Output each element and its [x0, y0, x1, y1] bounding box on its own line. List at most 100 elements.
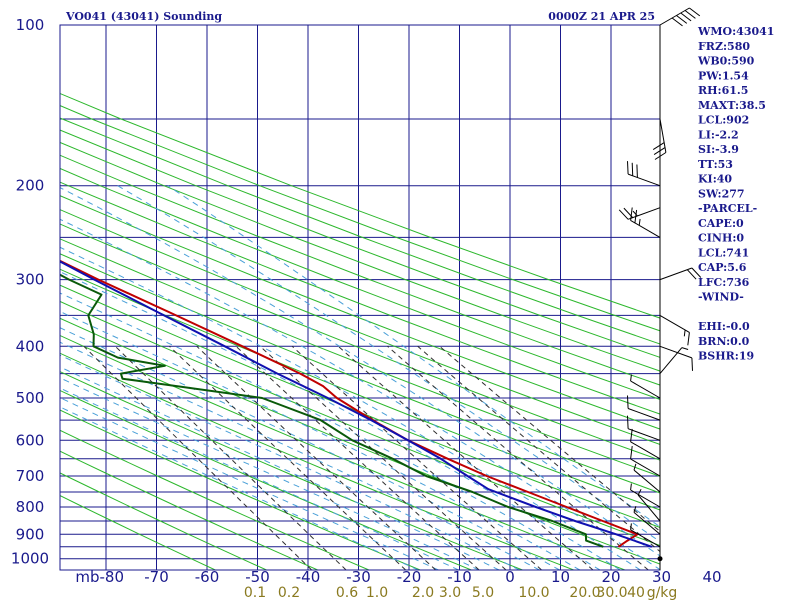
temperature-label--30: -30: [346, 568, 371, 586]
mixing-ratio-label-7: 10.0: [518, 585, 549, 600]
barb-flag: [652, 142, 665, 151]
barb-flag: [634, 209, 638, 223]
barb-flag: [627, 395, 629, 409]
moist-adiabat-12: [60, 310, 581, 570]
dry-adiabat-230: [60, 450, 318, 570]
barb-shaft: [630, 529, 661, 548]
dry-adiabat-460: [60, 92, 660, 319]
dry-adiabat-410: [60, 154, 660, 386]
wind-barb-900: [633, 506, 661, 535]
barb-half-flag: [637, 488, 642, 496]
barb-flag: [618, 209, 629, 220]
index-line-3: PW:1.54: [698, 69, 749, 82]
barb-flag: [627, 161, 629, 175]
wind-barb-600: [627, 415, 661, 441]
index-line-17: LFC:736: [698, 276, 750, 289]
moist-adiabat--8: [60, 377, 480, 570]
wind-barb-200: [627, 161, 661, 187]
temperature-label-40: 40: [702, 568, 721, 586]
dry-adiabat-290: [60, 334, 626, 570]
barb-flag: [654, 152, 667, 160]
station-title: VO041 (43041) Sounding: [65, 10, 222, 23]
barb-shaft: [659, 118, 667, 153]
barb-flag: [630, 446, 633, 460]
barb-flag: [630, 207, 633, 221]
wind-barb-650: [630, 428, 661, 460]
mixing-ratio-label-10: 40: [627, 585, 645, 600]
index-line-12: -PARCEL-: [698, 202, 757, 215]
index-line-21: BRN:0.0: [698, 335, 750, 348]
dry-adiabat-340: [60, 253, 660, 494]
barb-half-flag: [633, 463, 637, 471]
barb-flag: [653, 147, 666, 156]
barb-flag: [627, 415, 629, 429]
mixing-ratio-label-6: 5.0: [472, 585, 494, 600]
mixing-ratio-line-2: [235, 345, 480, 570]
pressure-label-400: 400: [16, 337, 45, 355]
moist-adiabat--12: [60, 387, 459, 570]
mixing-ratio-line-0.1: [83, 345, 313, 570]
dry-adiabat-240: [60, 429, 370, 570]
barb-half-flag: [681, 347, 689, 350]
dry-adiabat-360: [60, 223, 660, 461]
moist-adiabat-8: [60, 327, 560, 570]
barb-shaft: [627, 207, 661, 220]
barb-shaft: [627, 428, 661, 441]
moist-adiabat-0: [60, 354, 520, 570]
pressure-label-300: 300: [16, 271, 45, 289]
barb-half-flag: [632, 210, 638, 217]
dry-adiabat-440: [60, 117, 660, 345]
wind-barb-250: [630, 207, 661, 238]
wind-barb-400: [659, 345, 693, 371]
moist-adiabat--4: [60, 366, 500, 570]
calm-marker: [657, 556, 663, 562]
wind-barb-950: [630, 523, 661, 548]
pressure-label-1000: 1000: [11, 550, 49, 568]
temperature-label--10: -10: [447, 568, 472, 586]
barb-shaft: [633, 469, 661, 493]
barb-shaft: [627, 173, 661, 187]
mixing-ratio-label-4: 2.0: [412, 585, 434, 600]
mixing-ratio-line-5: [291, 345, 542, 570]
barb-flag: [636, 164, 638, 178]
index-line-1: FRZ:580: [698, 40, 750, 53]
wind-barb-300: [659, 267, 702, 281]
dry-adiabat-260: [60, 389, 472, 570]
pressure-label-200: 200: [16, 177, 45, 195]
barb-shaft: [630, 219, 661, 238]
wind-barb-550: [627, 395, 661, 421]
barb-shaft: [659, 7, 690, 26]
dry-adiabat-370: [60, 209, 660, 445]
barb-shaft: [659, 267, 693, 281]
wind-barb-450: [659, 347, 689, 374]
temperature-label--80: mb-80: [75, 568, 124, 586]
barb-flag: [630, 428, 633, 442]
mixing-ratio-label-1: 0.2: [278, 585, 300, 600]
barb-shaft: [637, 494, 661, 522]
dry-adiabat-300: [60, 317, 660, 565]
barb-half-flag: [630, 374, 632, 382]
pressure-label-100: 100: [16, 16, 45, 34]
mixing-ratio-line-10: [337, 345, 594, 570]
mixing-ratio-line-20: [387, 345, 649, 570]
barb-shaft: [659, 347, 683, 374]
barb-half-flag: [638, 218, 641, 226]
index-line-2: WB0:590: [697, 55, 755, 68]
wind-barb-700: [630, 446, 661, 477]
pressure-label-700: 700: [16, 467, 45, 485]
mixing-ratio-label-9: 30.0: [596, 585, 627, 600]
temperature-label--40: -40: [296, 568, 321, 586]
dry-adiabat-330: [60, 268, 660, 511]
moist-adiabat--20: [60, 406, 419, 570]
barb-shaft: [630, 380, 661, 399]
wind-barb-350: [659, 314, 690, 346]
moist-adiabat-28: [60, 218, 660, 570]
index-line-18: -WIND-: [698, 291, 744, 304]
dry-adiabat-280: [60, 352, 574, 570]
temperature-label-20: 20: [601, 568, 620, 586]
barb-shaft: [630, 489, 661, 508]
barb-flag: [691, 357, 693, 371]
index-line-22: BSHR:19: [698, 350, 754, 363]
